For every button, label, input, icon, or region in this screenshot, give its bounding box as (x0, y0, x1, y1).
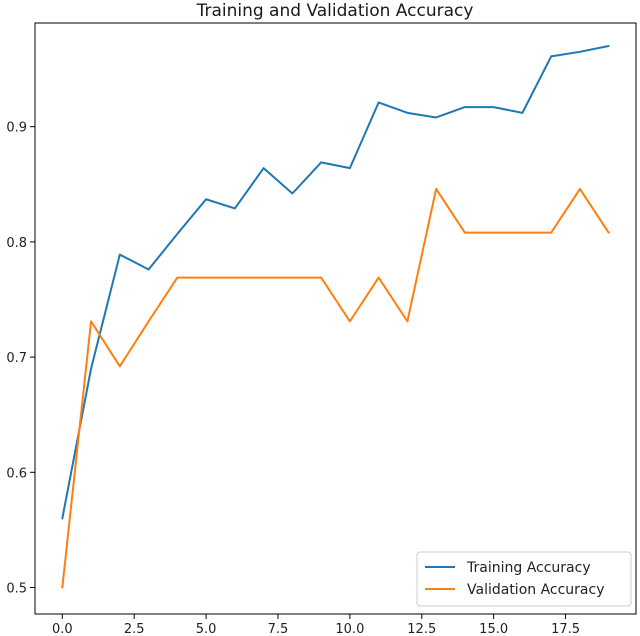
x-tick-label: 10.0 (335, 622, 364, 636)
x-tick-label: 0.0 (52, 622, 73, 636)
y-tick-label: 0.8 (6, 236, 27, 251)
x-tick-label: 7.5 (268, 622, 289, 636)
x-tick-label: 12.5 (407, 622, 436, 636)
x-axis: 0.0 2.5 5.0 7.5 10.0 12.5 15.0 17.5 (52, 614, 580, 636)
chart-title: Training and Validation Accuracy (196, 1, 474, 21)
x-tick-label: 15.0 (479, 622, 508, 636)
series-layer (61, 45, 610, 589)
series-line-training (61, 45, 610, 520)
legend: Training Accuracy Validation Accuracy (416, 551, 632, 607)
legend-label: Training Accuracy (466, 560, 591, 576)
x-tick-label: 2.5 (124, 622, 145, 636)
legend-label: Validation Accuracy (467, 582, 605, 598)
y-tick-label: 0.6 (6, 466, 27, 481)
legend-box (416, 551, 632, 607)
y-tick-label: 0.9 (6, 121, 27, 136)
y-tick-label: 0.5 (6, 582, 27, 597)
y-axis: 0.5 0.6 0.7 0.8 0.9 (6, 121, 35, 597)
series-line-validation (61, 187, 610, 589)
x-tick-label: 17.5 (551, 622, 580, 636)
axes-frame (34, 22, 637, 615)
x-tick-label: 5.0 (196, 622, 217, 636)
y-tick-label: 0.7 (6, 351, 27, 366)
